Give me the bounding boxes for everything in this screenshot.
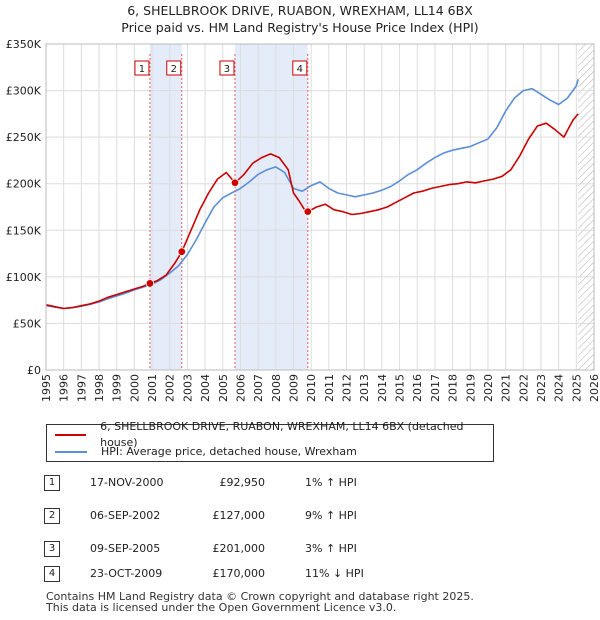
- plot-border: [45, 43, 595, 371]
- y-tick-label: £300K: [6, 85, 42, 98]
- x-tick-label: 2017: [429, 374, 442, 402]
- x-tick-label: 2019: [464, 374, 477, 402]
- transaction-number-badge: 2: [44, 508, 60, 524]
- sale-point: [145, 279, 155, 288]
- x-tick-label: 2009: [287, 374, 300, 402]
- y-tick-label: £100K: [6, 271, 42, 284]
- table-row: 4 23-OCT-2009 £170,000 11% ↓ HPI: [0, 564, 600, 584]
- sale-number-box: [166, 60, 182, 76]
- legend-label-hpi: HPI: Average price, detached house, Wrex…: [101, 445, 357, 458]
- sale-number-box: [219, 60, 235, 76]
- table-row: 1 17-NOV-2000 £92,950 1% ↑ HPI: [0, 473, 600, 493]
- chart-title: 6, SHELLBROOK DRIVE, RUABON, WREXHAM, LL…: [0, 2, 600, 36]
- y-tick-label: £50K: [13, 317, 42, 330]
- sale-number-box: [292, 60, 308, 76]
- x-tick-label: 2004: [199, 374, 212, 402]
- x-tick-label: 2016: [411, 374, 424, 402]
- transaction-date: 09-SEP-2005: [90, 542, 161, 555]
- ownership-period-shade: [234, 44, 308, 370]
- x-tick-label: 1998: [93, 374, 106, 402]
- ownership-period-shade: [149, 44, 182, 370]
- sale-number-label: 3: [224, 64, 230, 75]
- y-tick-label: £250K: [6, 131, 42, 144]
- x-tick-label: 2006: [234, 374, 247, 402]
- x-tick-label: 2022: [517, 374, 530, 402]
- sale-number-box: [134, 60, 150, 76]
- x-tick-label: 1999: [111, 374, 124, 402]
- transaction-price: £92,950: [219, 476, 266, 489]
- y-tick-label: £150K: [6, 224, 42, 237]
- x-tick-label: 2025: [570, 374, 583, 402]
- transaction-hpi-change: 3% ↑ HPI: [305, 542, 357, 555]
- footer-attribution: Contains HM Land Registry data © Crown c…: [46, 591, 474, 613]
- x-tick-label: 2020: [482, 374, 495, 402]
- footer-line2: This data is licensed under the Open Gov…: [46, 601, 397, 614]
- y-tick-label: £0: [27, 364, 41, 377]
- x-tick-label: 2012: [341, 374, 354, 402]
- sale-number-label: 2: [171, 64, 177, 75]
- transaction-hpi-change: 1% ↑ HPI: [305, 476, 357, 489]
- x-tick-label: 2015: [394, 374, 407, 402]
- x-tick-label: 2014: [376, 374, 389, 402]
- sale-point: [177, 247, 186, 256]
- transaction-number-badge: 3: [44, 541, 60, 557]
- x-tick-label: 2023: [535, 374, 548, 402]
- y-tick-label: £200K: [6, 178, 42, 191]
- forecast-hatch-region: [578, 44, 594, 370]
- x-tick-label: 2026: [588, 374, 600, 402]
- chart-title-line1: 6, SHELLBROOK DRIVE, RUABON, WREXHAM, LL…: [127, 3, 473, 18]
- transaction-price: £201,000: [212, 542, 266, 555]
- transaction-hpi-change: 11% ↓ HPI: [305, 567, 364, 580]
- x-tick-label: 2018: [447, 374, 460, 402]
- chart-legend: 6, SHELLBROOK DRIVE, RUABON, WREXHAM, LL…: [46, 420, 494, 462]
- legend-line-property: [55, 434, 87, 436]
- sale-number-label: 1: [139, 64, 145, 75]
- transaction-price: £170,000: [212, 567, 266, 580]
- transaction-number-badge: 1: [44, 475, 60, 491]
- table-row: 2 06-SEP-2002 £127,000 9% ↑ HPI: [0, 506, 600, 526]
- legend-item-property: 6, SHELLBROOK DRIVE, RUABON, WREXHAM, LL…: [55, 420, 493, 449]
- transaction-hpi-change: 9% ↑ HPI: [305, 509, 357, 522]
- transaction-date: 06-SEP-2002: [90, 509, 161, 522]
- transaction-date: 17-NOV-2000: [90, 476, 164, 489]
- x-tick-label: 2002: [164, 374, 177, 402]
- property-series-line: [46, 113, 579, 310]
- legend-item-hpi: HPI: Average price, detached house, Wrex…: [55, 444, 357, 460]
- legend-line-hpi: [55, 451, 87, 453]
- sale-point: [230, 178, 240, 187]
- transaction-number-badge: 4: [44, 566, 60, 582]
- x-tick-label: 2007: [252, 374, 265, 402]
- transaction-price: £127,000: [212, 509, 266, 522]
- x-tick-label: 2008: [270, 374, 283, 402]
- x-tick-label: 2010: [305, 374, 318, 402]
- x-tick-label: 1997: [75, 374, 88, 402]
- x-tick-label: 2005: [217, 374, 230, 402]
- hpi-series-line: [46, 79, 579, 310]
- x-tick-label: 1996: [58, 374, 71, 402]
- legend-label-property: 6, SHELLBROOK DRIVE, RUABON, WREXHAM, LL…: [100, 420, 464, 449]
- sale-point: [303, 207, 313, 216]
- x-tick-label: 1995: [40, 374, 53, 402]
- x-tick-label: 2011: [323, 374, 336, 402]
- transaction-date: 23-OCT-2009: [90, 567, 163, 580]
- x-tick-label: 2024: [553, 374, 566, 402]
- x-tick-label: 2021: [500, 374, 513, 402]
- y-tick-label: £350K: [6, 38, 42, 51]
- price-chart: 1 2 3 4 £0 £50K £100K £150K £200K £250K £300K £350…: [6, 38, 600, 402]
- x-tick-label: 2013: [358, 374, 371, 402]
- x-tick-label: 2003: [181, 374, 194, 402]
- footer-line1: Contains HM Land Registry data © Crown c…: [46, 590, 474, 603]
- chart-title-line2: Price paid vs. HM Land Registry's House …: [121, 20, 479, 35]
- sale-number-label: 4: [297, 64, 303, 75]
- table-row: 3 09-SEP-2005 £201,000 3% ↑ HPI: [0, 539, 600, 559]
- x-tick-label: 2001: [146, 374, 159, 402]
- x-tick-label: 2000: [128, 374, 141, 402]
